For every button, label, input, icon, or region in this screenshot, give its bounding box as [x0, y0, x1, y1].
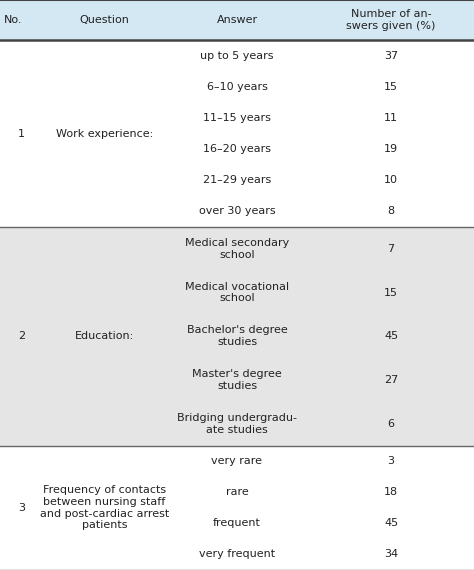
Text: 2: 2 — [18, 331, 25, 341]
Text: very rare: very rare — [211, 456, 263, 466]
Text: 15: 15 — [384, 288, 398, 298]
Text: 7: 7 — [387, 244, 395, 254]
Text: Master's degree
studies: Master's degree studies — [192, 369, 282, 391]
Bar — [0, 446, 474, 570]
Text: 37: 37 — [384, 51, 398, 61]
Text: 3: 3 — [388, 456, 394, 466]
Text: Education:: Education: — [74, 331, 134, 341]
Text: rare: rare — [226, 487, 248, 497]
Text: 18: 18 — [384, 487, 398, 497]
Text: Answer: Answer — [217, 15, 257, 25]
Bar — [0, 40, 474, 227]
Text: 45: 45 — [384, 518, 398, 528]
Text: 6: 6 — [388, 419, 394, 429]
Text: No.: No. — [4, 15, 22, 25]
Text: Bachelor's degree
studies: Bachelor's degree studies — [187, 325, 287, 347]
Text: 8: 8 — [387, 206, 395, 217]
Text: Medical secondary
school: Medical secondary school — [185, 238, 289, 260]
Text: 10: 10 — [384, 176, 398, 185]
Text: 45: 45 — [384, 331, 398, 341]
Text: Medical vocational
school: Medical vocational school — [185, 282, 289, 303]
Text: 11–15 years: 11–15 years — [203, 113, 271, 123]
Text: 3: 3 — [18, 503, 25, 513]
Text: 15: 15 — [384, 82, 398, 92]
Bar — [0, 0, 474, 40]
Text: Question: Question — [79, 15, 129, 25]
Text: Number of an-
swers given (%): Number of an- swers given (%) — [346, 9, 436, 31]
Bar — [0, 227, 474, 446]
Text: 6–10 years: 6–10 years — [207, 82, 267, 92]
Text: 19: 19 — [384, 144, 398, 154]
Text: 16–20 years: 16–20 years — [203, 144, 271, 154]
Text: Work experience:: Work experience: — [55, 129, 153, 139]
Text: up to 5 years: up to 5 years — [200, 51, 274, 61]
Text: Frequency of contacts
between nursing staff
and post-cardiac arrest
patients: Frequency of contacts between nursing st… — [40, 486, 169, 530]
Text: 11: 11 — [384, 113, 398, 123]
Text: frequent: frequent — [213, 518, 261, 528]
Text: 27: 27 — [384, 375, 398, 385]
Text: 34: 34 — [384, 549, 398, 559]
Text: 21–29 years: 21–29 years — [203, 176, 271, 185]
Text: Bridging undergradu-
ate studies: Bridging undergradu- ate studies — [177, 413, 297, 434]
Text: 1: 1 — [18, 129, 25, 139]
Text: over 30 years: over 30 years — [199, 206, 275, 217]
Text: very frequent: very frequent — [199, 549, 275, 559]
